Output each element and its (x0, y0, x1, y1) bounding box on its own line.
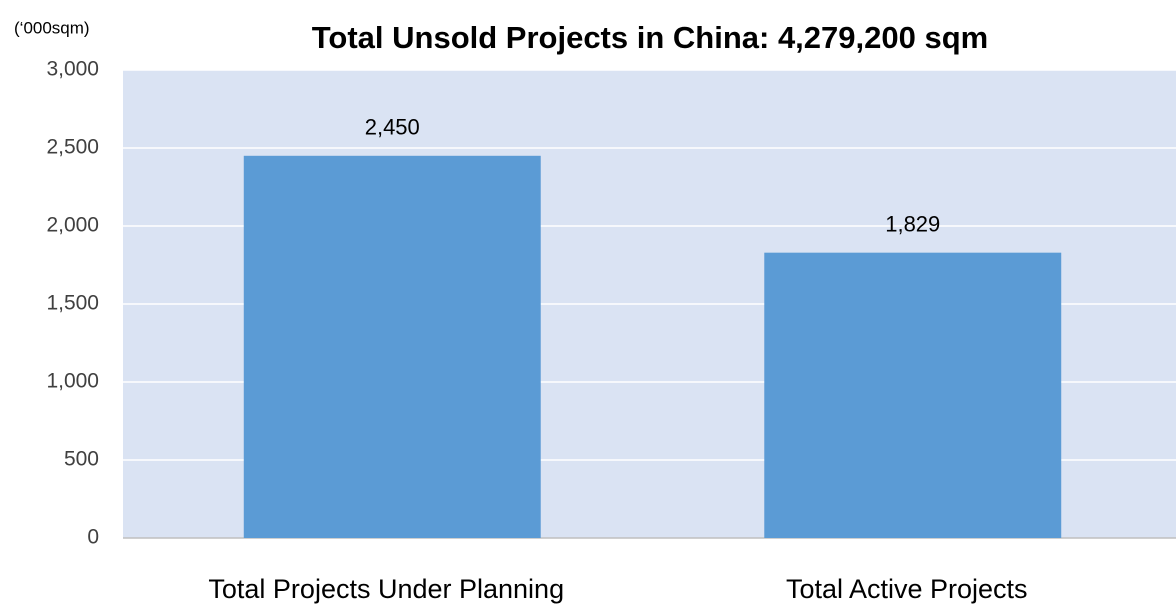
bar (764, 252, 1062, 538)
y-tick-label: 0 (87, 526, 99, 549)
x-tick-label: Total Active Projects (786, 574, 1028, 604)
y-tick-label: 1,500 (46, 292, 99, 315)
value-label: 2,450 (365, 115, 420, 140)
y-tick-label: 1,000 (46, 370, 99, 393)
bar (243, 155, 541, 539)
y-tick-label: 2,500 (46, 136, 99, 159)
y-tick-label: 2,000 (46, 214, 99, 237)
chart-title: Total Unsold Projects in China: 4,279,20… (312, 20, 988, 55)
y-tick-label: 3,000 (46, 58, 99, 81)
y-axis-label: (‘000sqm) (14, 18, 90, 37)
value-label: 1,829 (885, 211, 940, 236)
y-tick-label: 500 (64, 448, 99, 471)
x-tick-label: Total Projects Under Planning (208, 574, 564, 604)
